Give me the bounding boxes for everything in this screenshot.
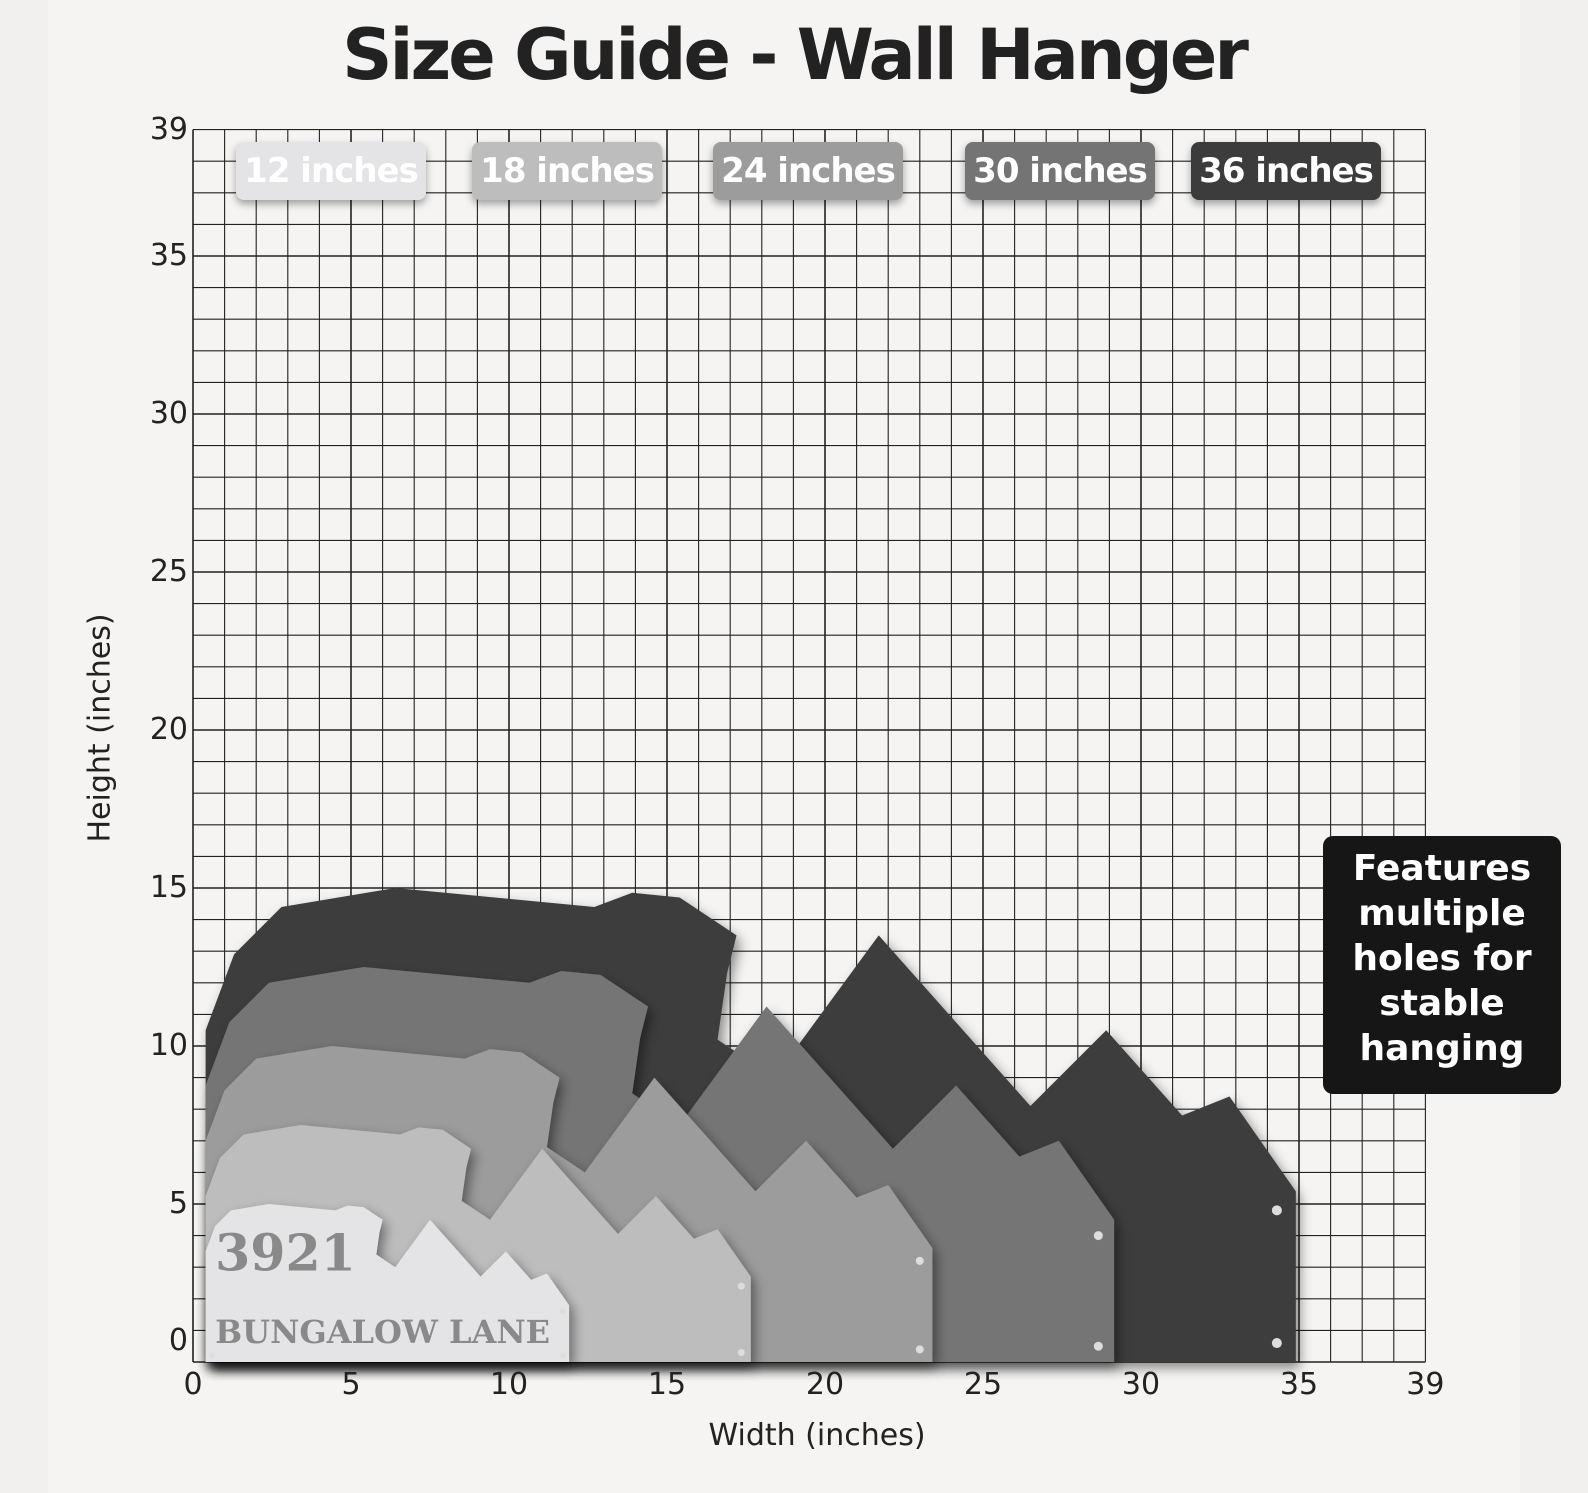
size-label-36in: 36 inches bbox=[1191, 142, 1381, 200]
x-tick-label: 5 bbox=[341, 1367, 361, 1402]
mounting-hole bbox=[1093, 1231, 1103, 1241]
mounting-hole bbox=[559, 1308, 566, 1315]
sign-silhouette-12in bbox=[205, 1204, 570, 1362]
y-tick-label: 0 bbox=[168, 1323, 188, 1358]
size-label-12in: 12 inches bbox=[236, 142, 426, 200]
y-tick-label: 10 bbox=[149, 1028, 188, 1063]
size-label-18in: 18 inches bbox=[472, 142, 662, 200]
x-tick-label: 30 bbox=[1121, 1367, 1161, 1402]
x-tick-label: 0 bbox=[183, 1367, 203, 1402]
size-label-30in: 30 inches bbox=[965, 142, 1155, 200]
y-tick-label: 25 bbox=[149, 554, 188, 589]
x-tick-label: 25 bbox=[963, 1367, 1003, 1402]
y-tick-label: 15 bbox=[149, 870, 188, 905]
sign-number: 3921 bbox=[215, 1223, 356, 1282]
y-tick-label: 35 bbox=[149, 238, 188, 273]
x-tick-label: 39 bbox=[1406, 1367, 1445, 1402]
features-callout: Features multiple holes for stable hangi… bbox=[1323, 836, 1561, 1094]
mounting-hole bbox=[559, 1352, 566, 1359]
y-axis-label: Height (inches) bbox=[82, 613, 118, 843]
x-tick-label: 15 bbox=[647, 1367, 687, 1402]
size-label-24in: 24 inches bbox=[713, 142, 903, 200]
mounting-hole bbox=[1271, 1338, 1282, 1349]
y-tick-label: 30 bbox=[149, 396, 188, 431]
x-axis-label: Width (inches) bbox=[708, 1418, 926, 1453]
mounting-hole bbox=[737, 1349, 745, 1357]
mounting-hole bbox=[1093, 1341, 1103, 1351]
y-tick-label: 39 bbox=[149, 111, 188, 147]
y-tick-label: 5 bbox=[168, 1186, 188, 1221]
mounting-hole bbox=[1271, 1205, 1282, 1216]
sign-street: BUNGALOW LANE bbox=[215, 1314, 550, 1351]
mounting-hole bbox=[915, 1345, 924, 1354]
mounting-hole bbox=[915, 1256, 924, 1265]
mounting-hole bbox=[737, 1282, 745, 1290]
x-tick-label: 10 bbox=[489, 1367, 529, 1402]
x-tick-label: 35 bbox=[1279, 1367, 1319, 1402]
page-title: Size Guide - Wall Hanger bbox=[342, 14, 1249, 96]
y-tick-label: 20 bbox=[149, 712, 188, 747]
x-tick-label: 20 bbox=[805, 1367, 845, 1402]
mounting-hole bbox=[208, 1352, 215, 1359]
